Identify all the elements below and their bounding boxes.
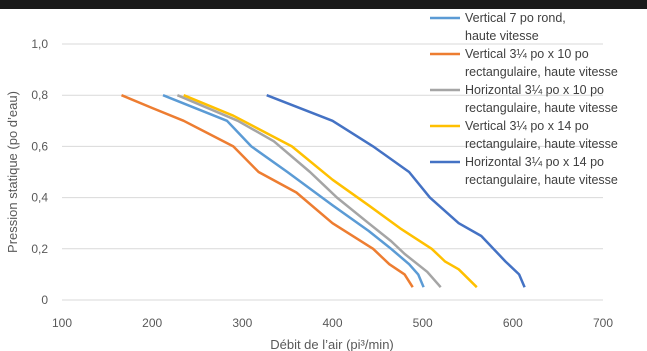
gridlines <box>62 43 603 301</box>
legend-label: rectangulaire, haute vitesse <box>465 101 618 115</box>
series-lines <box>121 94 526 289</box>
legend-entry-4: Vertical 3¼ po x 14 po rectangulaire, hau… <box>430 119 618 151</box>
y-tick-label: 0,4 <box>31 191 48 205</box>
x-tick-label: 100 <box>52 316 72 330</box>
legend-label: Horizontal 3¼ po x 14 po <box>465 155 604 169</box>
legend-entry-2: Vertical 3¼ po x 10 po rectangulaire, hau… <box>430 47 618 79</box>
x-tick-label: 500 <box>413 316 433 330</box>
x-tick-label: 300 <box>232 316 252 330</box>
legend-label: Horizontal 3¼ po x 10 po <box>465 83 604 97</box>
legend-label: rectangulaire, haute vitesse <box>465 173 618 187</box>
series-line-5 <box>266 94 526 288</box>
legend: Vertical 7 po rond,haute vitesseVertical… <box>430 11 618 187</box>
series-line-1 <box>162 94 425 288</box>
legend-entry-5: Horizontal 3¼ po x 14 po rectangulaire, h… <box>430 155 618 187</box>
legend-label: Vertical 3¼ po x 10 po <box>465 47 589 61</box>
series-line-2 <box>121 94 414 288</box>
y-tick-label: 1,0 <box>31 37 48 51</box>
y-tick-label: 0,8 <box>31 88 48 102</box>
legend-entry-3: Horizontal 3¼ po x 10 po rectangulaire, h… <box>430 83 618 115</box>
x-tick-label: 600 <box>503 316 523 330</box>
series-line-3 <box>176 94 442 289</box>
legend-entry-1: Vertical 7 po rond, haute vitesse <box>430 11 566 43</box>
x-tick-label: 200 <box>142 316 162 330</box>
legend-label: Vertical 3¼ po x 14 po <box>465 119 589 133</box>
legend-label: rectangulaire, haute vitesse <box>465 65 618 79</box>
top-dark-bar <box>0 0 647 9</box>
series-line-4 <box>183 94 478 289</box>
legend-label: rectangulaire, haute vitesse <box>465 137 618 151</box>
y-axis-title: Pression statique (po d’eau) <box>5 91 20 253</box>
y-tick-label: 0,2 <box>31 242 48 256</box>
y-tick-label: 0 <box>41 293 48 307</box>
x-axis-title: Débit de l’air (pi³/min) <box>270 337 394 351</box>
legend-label: Vertical 7 po rond, <box>465 11 566 25</box>
legend-label: haute vitesse <box>465 29 539 43</box>
tick-labels: 0 0,2 0,4 0,6 0,8 1,0 100 200 300 400 500 600 700 <box>31 37 613 330</box>
x-tick-label: 400 <box>322 316 342 330</box>
x-tick-label: 700 <box>593 316 613 330</box>
y-tick-label: 0,6 <box>31 139 48 153</box>
